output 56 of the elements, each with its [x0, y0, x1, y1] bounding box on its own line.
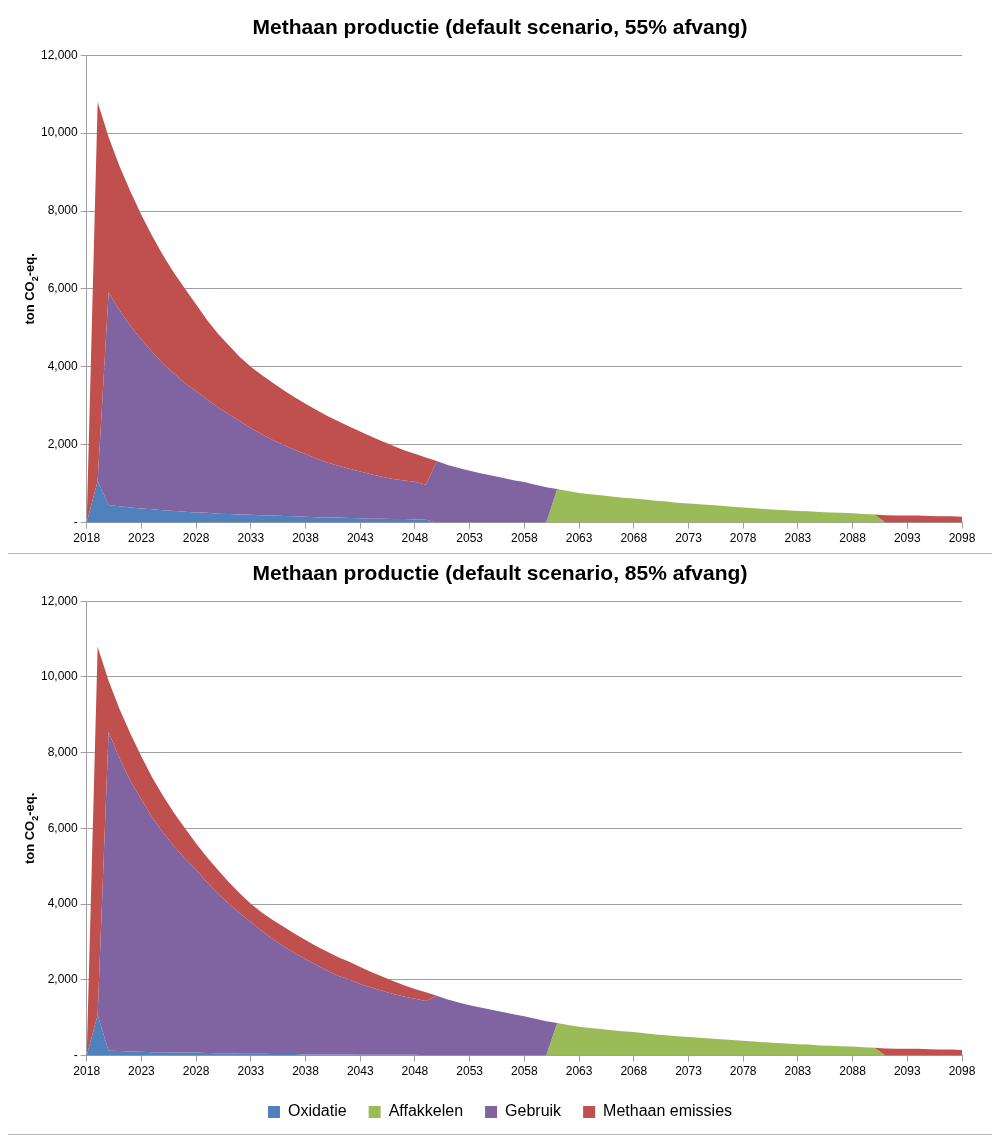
x-tick-label: 2028 — [182, 531, 210, 546]
x-tick-label: 2038 — [292, 531, 320, 546]
x-tick-label: 2088 — [839, 1064, 867, 1079]
x-tick-label: 2028 — [182, 1064, 210, 1079]
legend-label: Affakkelen — [388, 1102, 464, 1120]
y-tick-label: 12,000 — [41, 593, 79, 608]
x-tick-label: 2083 — [784, 531, 812, 546]
y-tick-label: - — [73, 514, 78, 529]
x-tick-label: 2038 — [292, 1064, 320, 1079]
y-tick-label: 4,000 — [47, 896, 79, 911]
x-tick-label: 2073 — [675, 531, 703, 546]
y-tick-label: 2,000 — [47, 972, 79, 987]
x-tick-label: 2033 — [237, 531, 265, 546]
y-tick-label: 8,000 — [47, 744, 79, 759]
y-axis-title: ton CO2-eq. — [22, 253, 40, 325]
x-tick-label: 2018 — [73, 531, 101, 546]
x-tick-label: 2098 — [948, 1064, 976, 1079]
y-tick-label: 10,000 — [41, 669, 79, 684]
x-tick-label: 2048 — [401, 1064, 429, 1079]
legend-label: Methaan emissies — [603, 1102, 733, 1120]
x-tick-label: 2088 — [839, 531, 867, 546]
legend-label: Gebruik — [505, 1102, 563, 1120]
chart-title: Methaan productie (default scenario, 85% afvang) — [252, 561, 748, 585]
y-tick-label: 8,000 — [47, 203, 79, 218]
y-tick-label: 4,000 — [47, 359, 79, 374]
x-tick-label: 2093 — [893, 531, 921, 546]
x-tick-label: 2073 — [675, 1064, 703, 1079]
x-tick-label: 2023 — [128, 531, 156, 546]
x-tick-label: 2093 — [893, 1064, 921, 1079]
x-tick-label: 2098 — [948, 531, 976, 546]
x-tick-label: 2068 — [620, 1064, 648, 1079]
chart-title: Methaan productie (default scenario, 55% afvang) — [252, 15, 748, 39]
x-tick-label: 2043 — [346, 531, 374, 546]
y-tick-label: 12,000 — [41, 47, 79, 62]
x-tick-label: 2023 — [128, 1064, 156, 1079]
x-tick-label: 2048 — [401, 531, 429, 546]
x-tick-label: 2063 — [565, 1064, 593, 1079]
y-axis-title: ton CO2-eq. — [22, 792, 40, 865]
x-tick-label: 2083 — [784, 1064, 812, 1079]
y-tick-label: 2,000 — [47, 437, 79, 452]
y-tick-label: 6,000 — [47, 281, 79, 296]
x-tick-label: 2063 — [565, 531, 593, 546]
x-tick-label: 2018 — [73, 1064, 101, 1079]
x-tick-label: 2033 — [237, 1064, 265, 1079]
x-tick-label: 2078 — [729, 531, 757, 546]
x-tick-label: 2068 — [620, 531, 648, 546]
x-tick-label: 2043 — [346, 1064, 374, 1079]
x-tick-label: 2078 — [729, 1064, 757, 1079]
y-tick-label: 6,000 — [47, 820, 79, 835]
x-tick-label: 2058 — [511, 531, 539, 546]
x-tick-label: 2058 — [511, 1064, 539, 1079]
legend-label: Oxidatie — [287, 1102, 347, 1120]
y-tick-label: 10,000 — [41, 125, 79, 140]
x-tick-label: 2053 — [456, 531, 484, 546]
x-tick-label: 2053 — [456, 1064, 484, 1079]
y-tick-label: - — [73, 1047, 78, 1062]
